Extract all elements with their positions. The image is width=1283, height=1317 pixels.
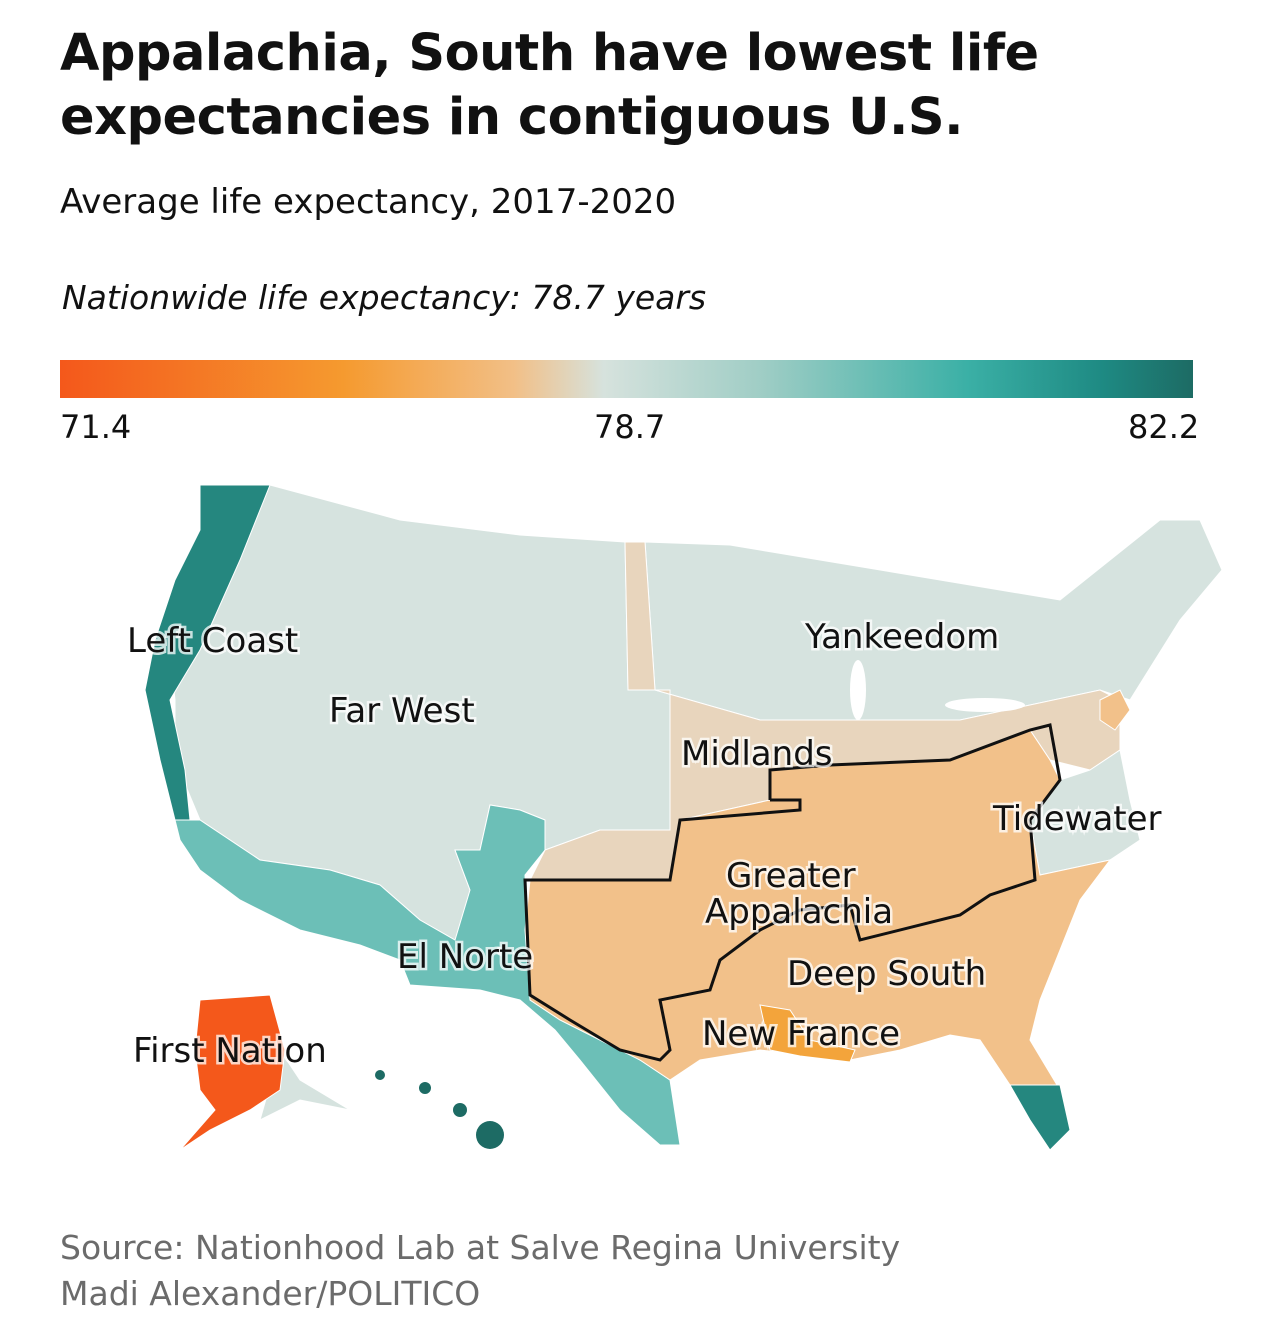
region-south-florida: [1009, 1084, 1071, 1151]
legend-mid: 78.7: [594, 408, 666, 446]
color-scale-legend: [60, 360, 1193, 398]
label-left-coast: Left Coast: [127, 621, 298, 661]
region-first-nation: [179, 994, 286, 1151]
credit-text: Madi Alexander/POLITICO: [60, 1274, 481, 1313]
legend-min: 71.4: [60, 408, 132, 446]
us-nations-map: Left Coast Far West Yankeedom Midlands T…: [125, 484, 1223, 1151]
hawaii: [375, 1070, 504, 1149]
source-text: Source: Nationhood Lab at Salve Regina U…: [60, 1228, 901, 1267]
label-midlands: Midlands: [681, 734, 833, 774]
label-yankeedom: Yankeedom: [804, 617, 999, 657]
source-credit: Source: Nationhood Lab at Salve Regina U…: [60, 1225, 900, 1317]
label-first-nation: First Nation: [133, 1031, 327, 1071]
label-new-france: New France: [702, 1014, 900, 1054]
legend-max: 82.2: [1128, 408, 1200, 446]
label-deep-south: Deep South: [787, 954, 986, 994]
label-greater-appalachia-2: Appalachia: [705, 892, 893, 932]
label-tidewater: Tidewater: [992, 799, 1162, 839]
chart-title: Appalachia, South have lowest life expec…: [60, 24, 1039, 147]
label-far-west: Far West: [329, 691, 475, 731]
label-el-norte: El Norte: [397, 937, 533, 977]
nationwide-note: Nationwide life expectancy: 78.7 years: [62, 278, 707, 317]
lake-erie: [945, 698, 1025, 712]
chart-subtitle: Average life expectancy, 2017-2020: [60, 182, 677, 222]
appalachia-outline: [523, 723, 1062, 1062]
lake-michigan: [850, 660, 866, 720]
region-nyc: [1099, 689, 1131, 731]
region-new-france: [759, 1004, 856, 1063]
label-greater-appalachia-1: Greater: [726, 856, 856, 896]
